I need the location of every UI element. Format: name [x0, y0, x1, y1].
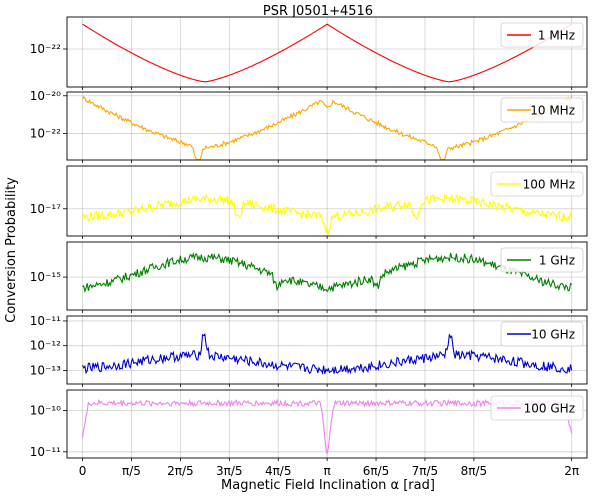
panel-frame — [66, 241, 588, 311]
x-tick-label: 2π/5 — [167, 464, 194, 478]
legend-label: 100 GHz — [524, 402, 575, 416]
legend-label: 10 MHz — [530, 104, 575, 118]
panel-frame — [66, 16, 588, 88]
x-tick-label: 4π/5 — [265, 464, 292, 478]
legend-label: 10 GHz — [531, 328, 575, 342]
legend: 100 GHz — [490, 395, 584, 421]
panel-1: 10⁻²² 1 MHz — [30, 16, 588, 90]
series-line — [82, 95, 573, 161]
series-line — [82, 398, 573, 455]
y-tick-label: 10⁻¹¹ — [30, 314, 61, 328]
y-tick-label: 10⁻¹⁷ — [30, 202, 61, 216]
legend-label: 100 MHz — [523, 178, 575, 192]
y-tick-label: 10⁻¹⁵ — [30, 270, 61, 284]
legend: 1 MHz — [500, 22, 584, 48]
legend: 10 GHz — [500, 321, 584, 347]
panel-3: 10⁻¹⁷ 100 MHz — [30, 165, 588, 239]
y-tick-label: 10⁻²⁰ — [30, 89, 61, 103]
y-tick-label: 10⁻²² — [30, 127, 61, 141]
y-tick-label: 10⁻²² — [30, 42, 61, 56]
legend-box — [500, 97, 584, 123]
x-tick-label: 7π/5 — [412, 464, 439, 478]
panel-5: 10⁻¹¹ 10⁻¹² 10⁻¹³ 10 GHz — [30, 314, 588, 387]
x-tick-label: 8π/5 — [461, 464, 488, 478]
legend: 1 GHz — [500, 247, 584, 273]
panel-6: 10⁻¹⁰ 10⁻¹¹ 100 GHz — [30, 389, 588, 461]
series-line — [82, 333, 573, 376]
legend: 10 MHz — [500, 97, 584, 123]
y-tick-label: 10⁻¹² — [30, 339, 61, 353]
legend: 100 MHz — [490, 171, 584, 197]
chart-title: PSR J0501+4516 — [263, 4, 373, 19]
y-tick-label: 10⁻¹¹ — [30, 445, 61, 459]
legend-label: 1 MHz — [538, 29, 575, 43]
legend-box — [500, 247, 584, 273]
x-tick-label: π/5 — [122, 464, 141, 478]
legend-label: 1 GHz — [539, 254, 575, 268]
legend-box — [490, 171, 584, 197]
series-line — [82, 23, 572, 83]
legend-box — [490, 395, 584, 421]
panel-2: 10⁻²⁰ 10⁻²² 10 MHz — [30, 89, 588, 163]
panel-frame — [66, 91, 588, 161]
series-line — [82, 193, 573, 236]
x-tick-label: π — [324, 464, 331, 478]
legend-box — [500, 321, 584, 347]
x-axis-label: Magnetic Field Inclination α [rad] — [221, 478, 435, 493]
panel-4: 10⁻¹⁵ 1 GHz — [30, 241, 588, 313]
panel-frame — [66, 389, 588, 459]
panel-frame — [66, 165, 588, 237]
y-tick-label: 10⁻¹³ — [30, 363, 61, 377]
x-tick-label: 3π/5 — [216, 464, 243, 478]
x-tick-label: 0 — [79, 464, 87, 478]
y-axis-label: Conversion Probability — [4, 177, 19, 323]
x-axis: 0 π/5 2π/5 3π/5 4π/5 π 6π/5 7π/5 8π/5 2π — [79, 464, 579, 478]
panel-frame — [66, 315, 588, 385]
y-tick-label: 10⁻¹⁰ — [30, 404, 61, 418]
series-line — [82, 252, 573, 294]
x-tick-label: 6π/5 — [363, 464, 390, 478]
legend-box — [500, 22, 584, 48]
x-tick-label: 2π — [564, 464, 579, 478]
